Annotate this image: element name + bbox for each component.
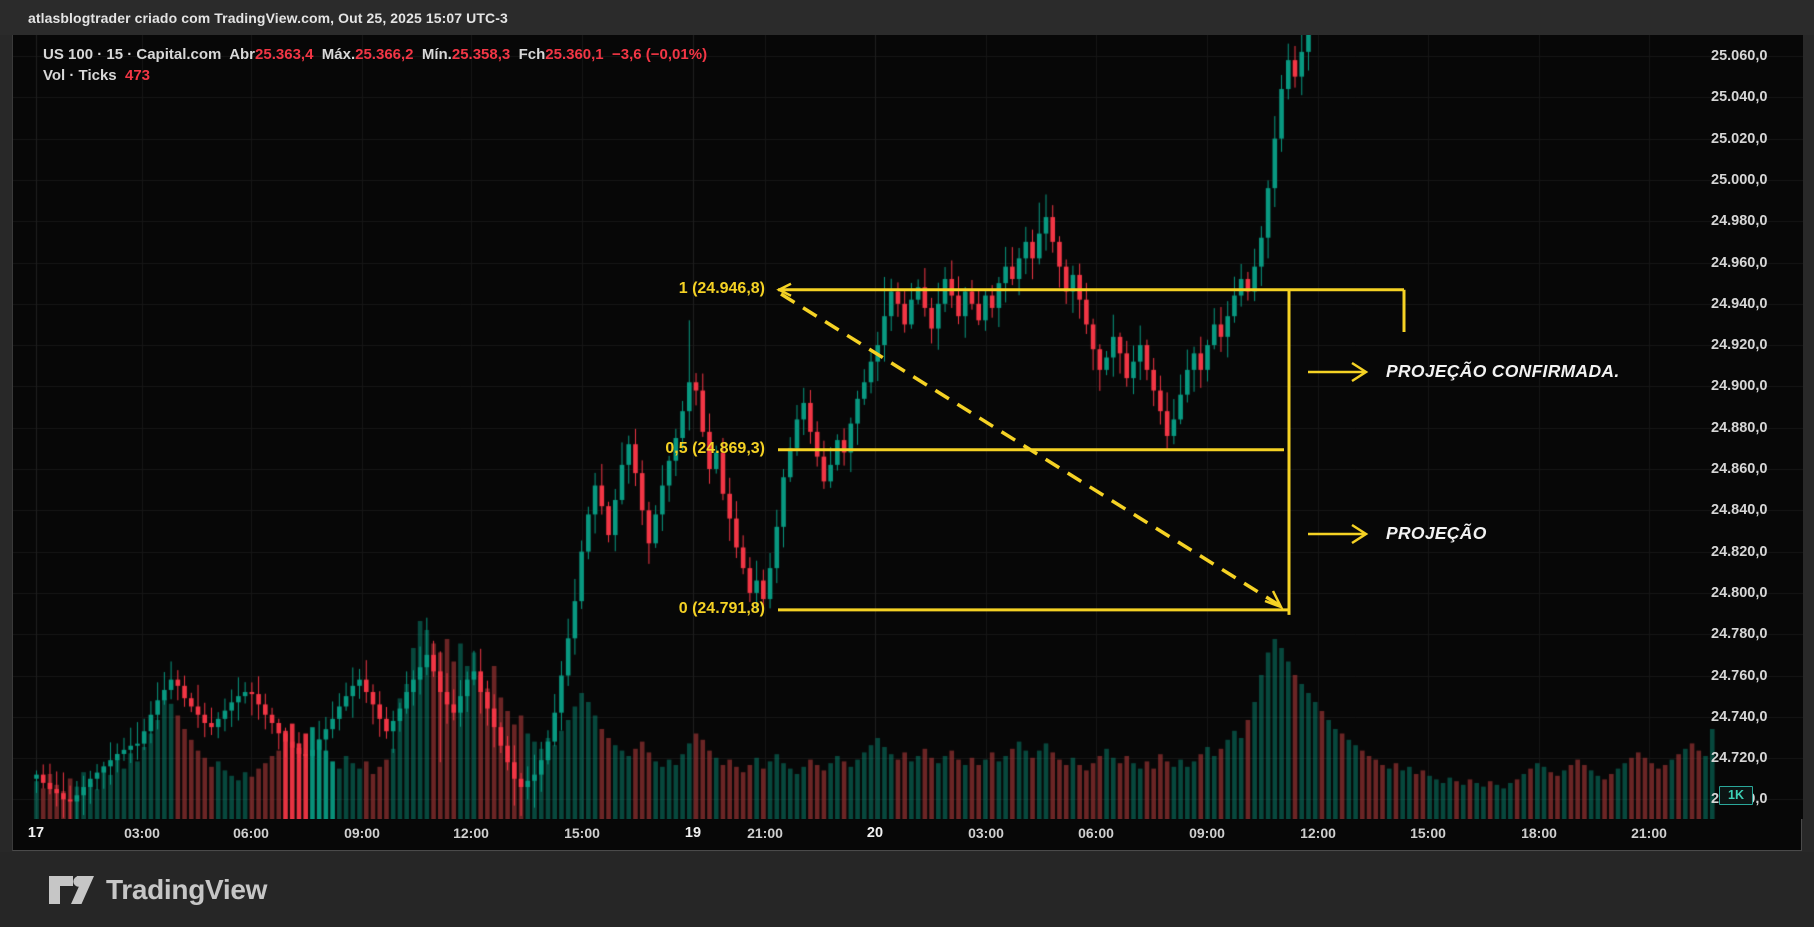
legend: US 100 · 15 · Capital.com Abr25.363,4 Má… xyxy=(43,44,707,86)
price-scale[interactable]: 25.060,0 25.040,0 25.020,0 25.000,0 24.980,0… xyxy=(1711,35,1801,819)
price-axis-label: 24.880,0 xyxy=(1711,419,1768,436)
price-axis-label: 25.020,0 xyxy=(1711,130,1768,147)
time-axis-label: 09:00 xyxy=(344,825,380,841)
close-value: 25.360,1 xyxy=(545,46,604,63)
price-axis-label: 24.960,0 xyxy=(1711,254,1768,271)
attribution-bar: atlasblogtrader criado com TradingView.c… xyxy=(0,0,1814,35)
high-value: 25.366,2 xyxy=(355,46,414,63)
time-axis-label: 06:00 xyxy=(1078,825,1114,841)
time-axis-label: 18:00 xyxy=(1521,825,1557,841)
time-axis-label: 03:00 xyxy=(968,825,1004,841)
price-axis-label: 24.920,0 xyxy=(1711,337,1768,354)
chart-window: US 100 · 15 · Capital.com Abr25.363,4 Má… xyxy=(12,35,1803,851)
time-axis-label: 15:00 xyxy=(1410,825,1446,841)
volume-last-value-badge: 1K xyxy=(1719,786,1753,805)
tradingview-logo-icon xyxy=(49,875,94,904)
chart-canvas[interactable] xyxy=(13,35,1803,819)
time-axis-label: 20 xyxy=(866,825,884,841)
price-axis-label: 24.900,0 xyxy=(1711,378,1768,395)
price-axis-label: 25.060,0 xyxy=(1711,48,1768,64)
drawings-overlay[interactable] xyxy=(13,35,1803,819)
price-axis-label: 25.000,0 xyxy=(1711,171,1768,188)
time-axis-label: 06:00 xyxy=(233,825,269,841)
change-value: −3,6 (−0,01%) xyxy=(612,46,708,63)
price-axis-label: 24.820,0 xyxy=(1711,543,1768,560)
price-axis-label: 24.860,0 xyxy=(1711,461,1768,477)
price-axis-label: 24.940,0 xyxy=(1711,295,1768,312)
time-scale[interactable]: 17 03:00 06:00 09:00 12:00 15:00 19 21:00 20 03:0… xyxy=(13,819,1803,851)
fib-level-05-label[interactable]: 0,5 (24.869,3) xyxy=(665,439,765,457)
time-axis-label: 12:00 xyxy=(1300,825,1336,841)
price-axis-label: 25.040,0 xyxy=(1711,89,1768,106)
low-label: Mín. xyxy=(421,46,452,63)
open-label: Abr xyxy=(229,46,256,63)
fib-level-0-label[interactable]: 0 (24.791,8) xyxy=(678,599,765,617)
time-axis-label: 03:00 xyxy=(124,825,160,841)
time-axis-label: 12:00 xyxy=(453,825,489,841)
time-axis-label: 09:00 xyxy=(1189,825,1225,841)
footer-bar: TradingView xyxy=(0,852,1814,927)
price-axis-label: 24.720,0 xyxy=(1711,750,1768,767)
tradingview-logo[interactable]: TradingView xyxy=(48,874,267,906)
price-axis-label: 24.740,0 xyxy=(1711,708,1768,725)
price-axis-label: 24.840,0 xyxy=(1711,502,1768,519)
price-axis-label: 24.800,0 xyxy=(1711,584,1768,601)
close-label: Fch xyxy=(518,46,546,63)
annotation-projecao-confirmada[interactable]: PROJEÇÃO CONFIRMADA. xyxy=(1386,361,1620,381)
time-axis-label: 15:00 xyxy=(564,825,600,841)
time-axis-label: 21:00 xyxy=(1631,825,1667,841)
high-label: Máx. xyxy=(321,46,356,63)
open-value: 25.363,4 xyxy=(255,46,314,63)
annotation-projecao[interactable]: PROJEÇÃO xyxy=(1386,523,1487,543)
fib-level-1-label[interactable]: 1 (24.946,8) xyxy=(678,279,765,297)
price-axis-label: 24.780,0 xyxy=(1711,626,1768,643)
symbol-title[interactable]: US 100 · 15 · Capital.com xyxy=(43,46,222,63)
time-axis-label: 17 xyxy=(27,825,45,841)
price-axis-label: 24.760,0 xyxy=(1711,667,1768,684)
price-axis-label: 24.980,0 xyxy=(1711,213,1768,230)
low-value: 25.358,3 xyxy=(451,46,511,63)
tradingview-wordmark: TradingView xyxy=(106,873,268,905)
time-axis-label: 19 xyxy=(684,825,702,841)
attribution-text: atlasblogtrader criado com TradingView.c… xyxy=(28,9,508,26)
volume-value: 473 xyxy=(124,67,151,84)
time-axis-label: 21:00 xyxy=(747,825,783,841)
volume-label[interactable]: Vol · Ticks xyxy=(43,67,117,84)
